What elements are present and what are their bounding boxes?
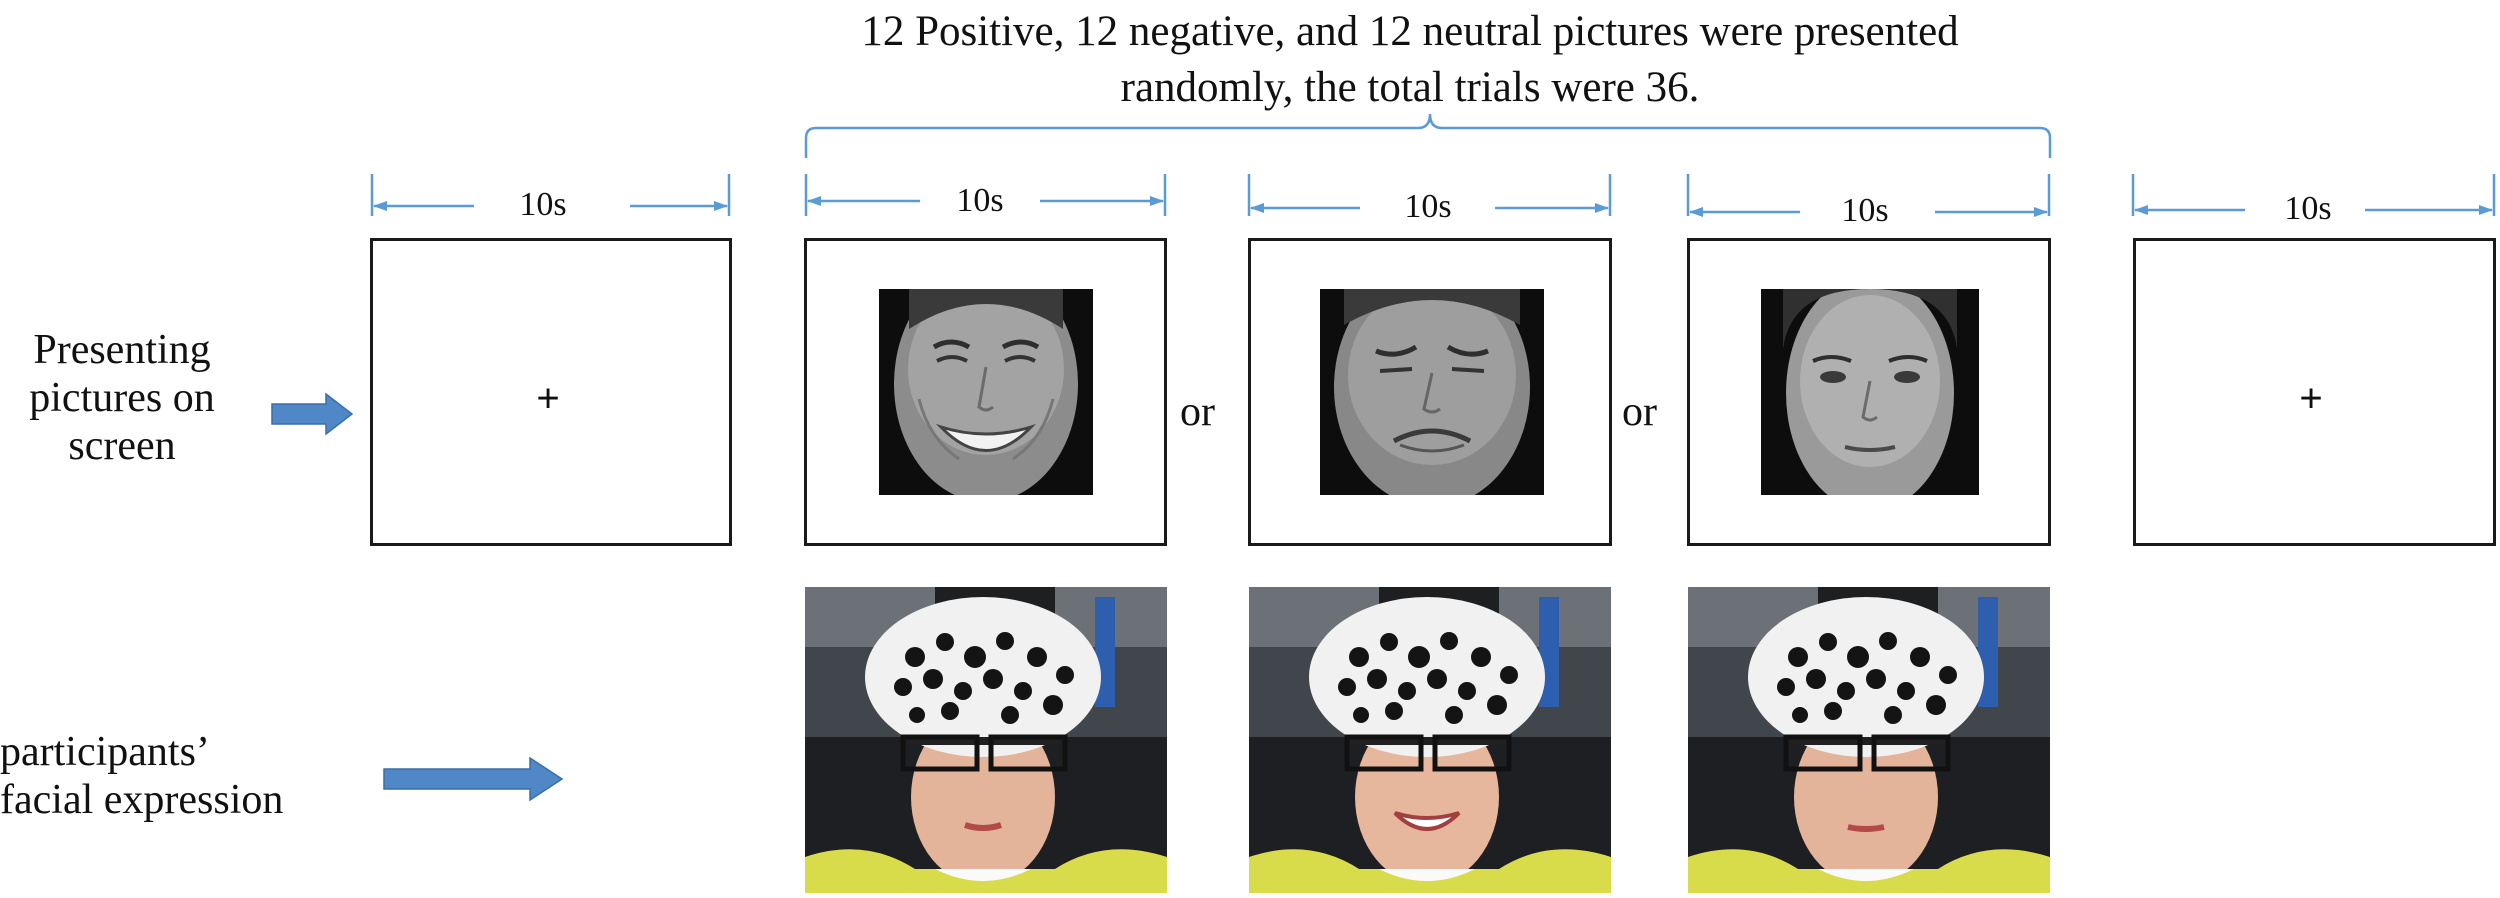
stimulus-screen-negative (1248, 238, 1612, 546)
fixation-screen-end: + (2133, 238, 2496, 546)
duration-label-4: 10s (1835, 192, 1895, 230)
or-separator-2: or (1622, 389, 1657, 435)
fixation-cross-icon: + (536, 376, 560, 421)
trial-description-line2: randomly, the total trials were 36. (1120, 64, 1700, 111)
duration-arrow-5 (2131, 174, 2496, 216)
presenting-label-line1: Presenting (33, 327, 211, 373)
trial-description: 12 Positive, 12 negative, and 12 neutral… (760, 4, 2060, 116)
duration-arrow-1 (370, 174, 731, 216)
right-arrow-facial (383, 756, 564, 802)
presenting-label-line2: pictures on (29, 375, 215, 421)
facial-label-line2: facial expression (0, 777, 284, 823)
duration-arrow-3 (1247, 174, 1612, 216)
fixation-cross-icon: + (2299, 376, 2323, 421)
duration-arrow-2 (804, 174, 1167, 216)
presenting-label-line3: screen (68, 423, 176, 469)
duration-label-1: 10s (513, 186, 573, 224)
or-separator-1: or (1180, 389, 1215, 435)
negative-face-stimulus-icon (1320, 289, 1544, 495)
facial-label-line1: participants’ (0, 729, 210, 775)
participant-webcam-photo-3 (1688, 587, 2050, 893)
participant-webcam-photo-1 (805, 587, 1167, 893)
stimulus-screen-positive (804, 238, 1167, 546)
neutral-face-stimulus-icon (1761, 289, 1979, 495)
duration-label-3: 10s (1398, 188, 1458, 226)
duration-label-2: 10s (950, 182, 1010, 220)
fixation-screen-start: + (370, 238, 732, 546)
right-arrow-presenting (271, 392, 354, 436)
duration-arrow-4 (1686, 174, 2051, 217)
stimulus-screen-neutral (1687, 238, 2051, 546)
trial-brace (804, 113, 2052, 158)
trial-description-line1: 12 Positive, 12 negative, and 12 neutral… (861, 8, 1959, 55)
positive-face-stimulus-icon (879, 289, 1093, 495)
duration-label-5: 10s (2278, 190, 2338, 228)
presenting-label: Presenting pictures on screen (4, 326, 240, 470)
facial-expression-label: participants’ facial expression (0, 728, 350, 824)
participant-webcam-photo-2 (1249, 587, 1611, 893)
